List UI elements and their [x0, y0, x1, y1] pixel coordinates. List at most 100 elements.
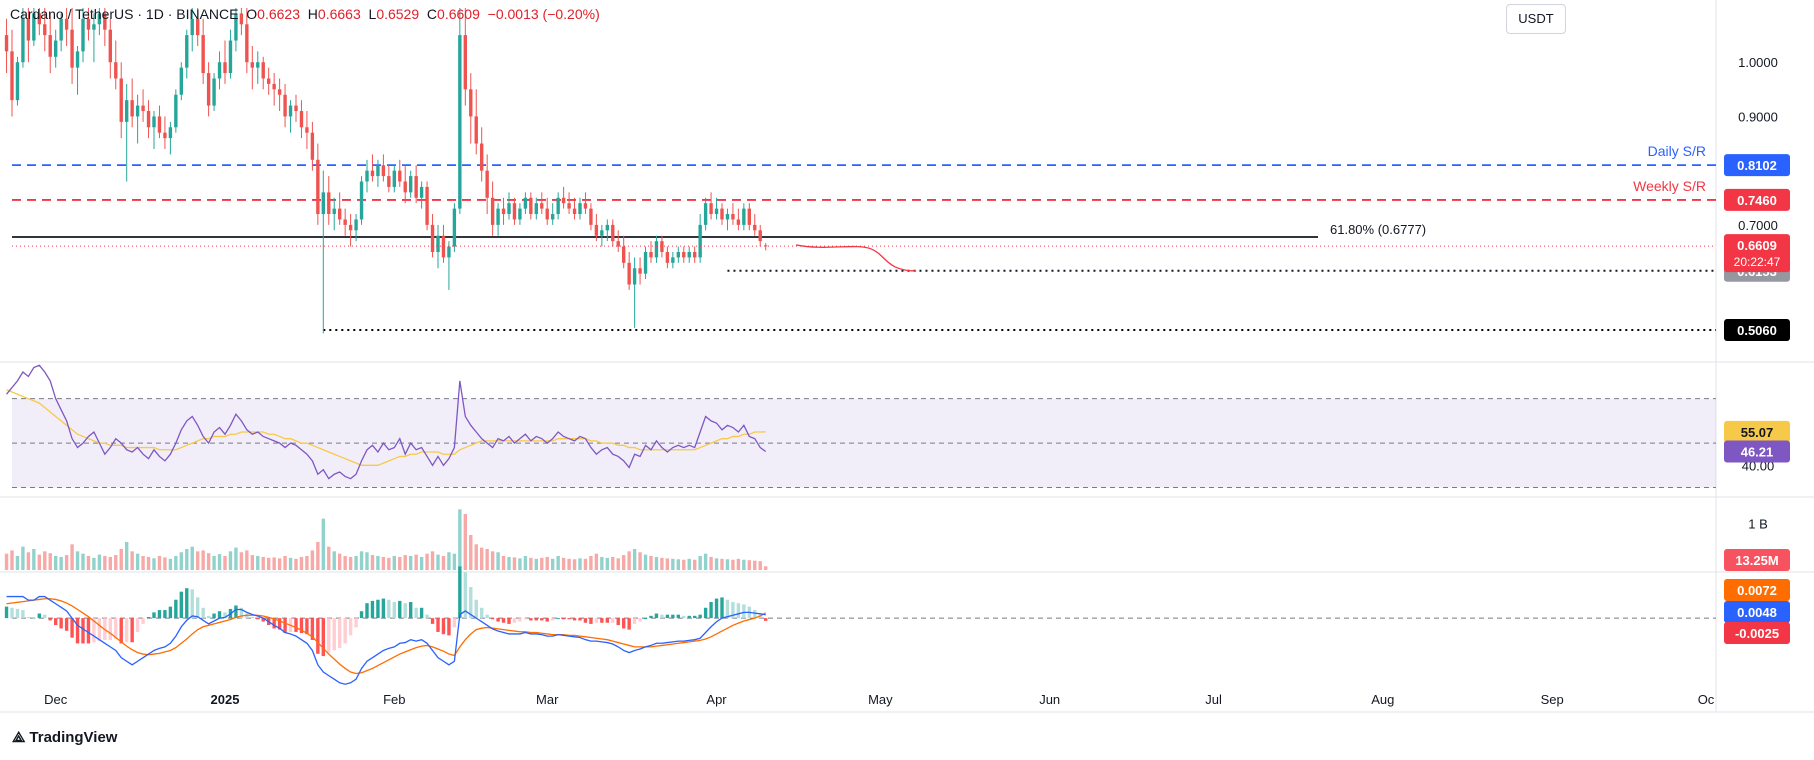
candle-body: [327, 192, 331, 215]
macd-histogram-bar: [436, 618, 440, 632]
volume-bar: [299, 556, 304, 570]
candle-body: [21, 18, 25, 63]
candle-body: [354, 219, 358, 231]
candle-body: [763, 245, 768, 247]
candle-body: [337, 208, 342, 220]
volume-bar: [179, 552, 184, 570]
volume-bar: [245, 550, 249, 570]
close-value: 0.6609: [437, 6, 480, 22]
macd-histogram-bar: [507, 618, 511, 624]
macd-histogram-bar: [206, 615, 211, 619]
currency-button[interactable]: USDT: [1506, 4, 1566, 34]
volume-bar: [332, 551, 336, 570]
volume-bar: [731, 559, 735, 570]
macd-histogram-bar: [15, 608, 20, 619]
volume-bar: [594, 553, 599, 570]
volume-bar: [239, 552, 244, 570]
volume-bar: [540, 557, 544, 570]
candle-body: [408, 176, 413, 193]
macd-histogram-bar: [594, 618, 599, 623]
candle-body: [48, 35, 52, 57]
rsi-ma-tag-bg: [1724, 420, 1790, 443]
candle-body: [381, 165, 386, 177]
volume-bar: [15, 556, 20, 570]
macd-histogram-bar: [583, 618, 588, 623]
candle-body: [92, 24, 96, 30]
volume-bar: [146, 556, 151, 570]
macd-histogram-bar: [676, 614, 681, 619]
volume-bar: [485, 549, 489, 570]
rsi-value-tag-text: 46.21: [1741, 445, 1774, 460]
candle-body: [250, 62, 255, 68]
last-price-tag-bg: [1724, 234, 1790, 273]
volume-bar: [59, 556, 63, 570]
macd-histogram-bar: [32, 618, 36, 620]
macd-histogram-bar: [48, 618, 52, 621]
volume-bar: [747, 560, 752, 570]
candle-body: [316, 159, 320, 215]
volume-bar: [469, 535, 473, 570]
candle-body: [616, 241, 620, 247]
volume-bar: [48, 553, 52, 570]
volume-tag: 13.25M: [1724, 549, 1790, 571]
candle-body: [485, 170, 489, 198]
macd-histogram-bar: [370, 600, 375, 619]
volume-bar: [75, 551, 80, 570]
volume-bar: [720, 558, 724, 570]
candle-body: [146, 111, 151, 128]
volume-bar: [698, 556, 702, 570]
macd-histogram-bar: [463, 572, 468, 619]
macd-histogram-bar: [75, 618, 80, 644]
candle-body: [594, 224, 599, 236]
price-tick-label: 0.9000: [1738, 109, 1778, 124]
candle-body: [578, 203, 582, 215]
volume-bar: [665, 558, 670, 570]
volume-bar: [763, 566, 768, 570]
candle-body: [163, 132, 167, 139]
volume-bar: [447, 552, 451, 570]
macd-histogram-bar: [26, 616, 31, 619]
macd-histogram-bar: [130, 618, 134, 643]
candle-body: [540, 203, 544, 209]
macd-histogram-bar: [611, 618, 615, 623]
volume-bar: [86, 556, 91, 570]
volume-bar: [632, 549, 637, 570]
volume-bar: [119, 549, 123, 570]
macd-histogram-bar: [479, 607, 484, 619]
macd-histogram-bar: [589, 618, 593, 624]
tradingview-logo[interactable]: ⟁ TradingView: [12, 728, 117, 746]
volume-bar: [212, 556, 216, 570]
macd-histogram-bar: [21, 610, 25, 619]
macd-histogram-bar: [408, 602, 413, 619]
candle-body: [621, 246, 626, 263]
candle-body: [387, 176, 391, 187]
macd-histogram-bar: [523, 618, 528, 620]
candle-body: [758, 230, 762, 242]
last-price-tag: 0.6609 20:22:47: [1724, 234, 1790, 273]
volume-bar: [654, 556, 659, 570]
volume-bar: [458, 509, 462, 570]
volume-bar: [223, 556, 227, 570]
macd-histogram-bar: [692, 615, 697, 619]
macd-histogram-bar: [70, 618, 74, 638]
macd-histogram-bar: [398, 600, 402, 619]
macd-histogram-bar: [441, 618, 446, 635]
candle-body: [709, 203, 713, 215]
macd-histogram-bar: [578, 618, 582, 621]
macd-histogram-bar: [736, 603, 741, 619]
macd-histogram-bar: [496, 618, 500, 622]
candle-body: [168, 127, 173, 139]
candle-body: [119, 78, 123, 122]
macd-histogram-bar: [512, 618, 517, 623]
macd-histogram-bar: [753, 610, 757, 619]
macd-histogram-bar: [37, 613, 42, 619]
volume-bar: [463, 514, 468, 570]
candle-body: [288, 105, 293, 117]
candle-body: [632, 268, 637, 285]
macd-histogram-bar: [687, 615, 691, 619]
candle-body: [190, 18, 194, 36]
candle-body: [605, 224, 610, 231]
macd-histogram-bar: [392, 602, 397, 619]
macd-histogram-bar: [529, 618, 533, 621]
